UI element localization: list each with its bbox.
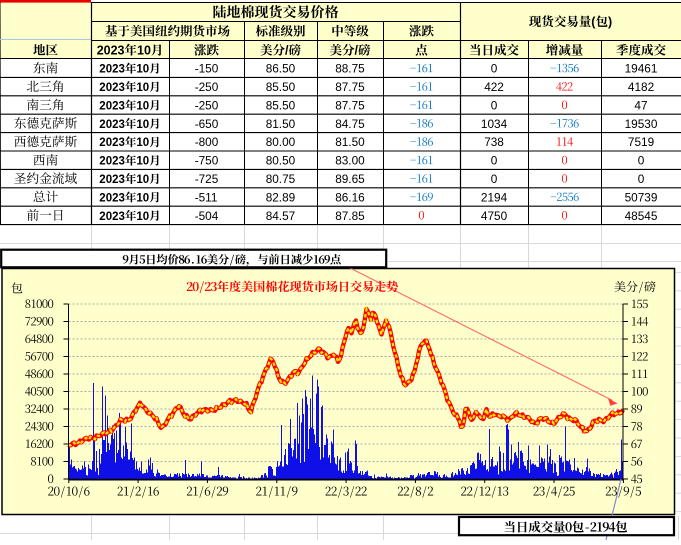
svg-text:-750: -750 [195,154,219,168]
svg-text:81.50: 81.50 [335,135,365,149]
svg-text:4750: 4750 [481,209,508,223]
svg-text:2023: 2023 [99,211,125,223]
svg-text:0: 0 [491,98,498,112]
svg-text:83.00: 83.00 [335,154,365,168]
svg-text:10: 10 [136,137,149,149]
svg-text:10: 10 [136,192,149,204]
svg-text:/: / [285,44,289,58]
svg-text:0: 0 [638,154,645,168]
svg-text:10: 10 [136,100,149,112]
svg-text:84.57: 84.57 [266,209,296,223]
svg-text:87.75: 87.75 [335,80,365,94]
svg-text:89.65: 89.65 [335,172,365,186]
svg-text:2194: 2194 [481,190,508,204]
svg-text:80.50: 80.50 [266,154,296,168]
svg-text:87.85: 87.85 [335,209,365,223]
svg-text:2023: 2023 [99,174,125,186]
svg-text:19461: 19461 [625,62,658,76]
svg-text:86.50: 86.50 [266,62,296,76]
svg-text:48545: 48545 [625,209,658,223]
svg-text:/: / [355,44,359,58]
svg-text:85.50: 85.50 [266,98,296,112]
svg-text:88.75: 88.75 [335,62,365,76]
svg-text:4182: 4182 [628,80,654,94]
svg-text:0: 0 [638,172,645,186]
svg-text:81.50: 81.50 [266,117,296,131]
svg-text:-250: -250 [195,98,219,112]
svg-text:-250: -250 [195,80,219,94]
svg-text:(: ( [591,15,596,29]
svg-text:50739: 50739 [625,190,658,204]
svg-text:1034: 1034 [481,117,508,131]
svg-text:10: 10 [137,44,151,58]
svg-text:0: 0 [491,172,498,186]
svg-text:2023: 2023 [97,44,125,58]
svg-text:7519: 7519 [628,135,654,149]
svg-text:2023: 2023 [99,137,125,149]
svg-text:-725: -725 [195,172,219,186]
svg-text:2023: 2023 [99,100,125,112]
svg-text:80.00: 80.00 [266,135,296,149]
svg-text:10: 10 [136,82,149,94]
svg-text:0: 0 [491,154,498,168]
svg-text:): ) [608,15,612,29]
svg-text:85.50: 85.50 [266,80,296,94]
svg-text:-511: -511 [195,190,218,204]
svg-text:2023: 2023 [99,156,125,168]
svg-text:2023: 2023 [99,192,125,204]
svg-text:0: 0 [491,62,498,76]
svg-text:47: 47 [634,98,647,112]
svg-text:2023: 2023 [99,119,125,131]
svg-text:10: 10 [136,64,149,76]
svg-text:-800: -800 [195,135,219,149]
svg-text:-150: -150 [195,62,219,76]
svg-text:10: 10 [136,174,149,186]
svg-text:10: 10 [136,211,149,223]
svg-text:19530: 19530 [625,117,658,131]
svg-text:-504: -504 [195,209,219,223]
svg-text:87.75: 87.75 [335,98,365,112]
svg-text:10: 10 [136,156,149,168]
svg-text:-650: -650 [195,117,219,131]
svg-text:84.75: 84.75 [335,117,365,131]
svg-text:422: 422 [484,80,504,94]
svg-text:10: 10 [136,119,149,131]
svg-text:82.89: 82.89 [266,190,296,204]
svg-text:86.16: 86.16 [335,190,365,204]
svg-text:80.75: 80.75 [266,172,296,186]
svg-text:2023: 2023 [99,82,125,94]
svg-text:2023: 2023 [99,64,125,76]
svg-text:738: 738 [484,135,504,149]
